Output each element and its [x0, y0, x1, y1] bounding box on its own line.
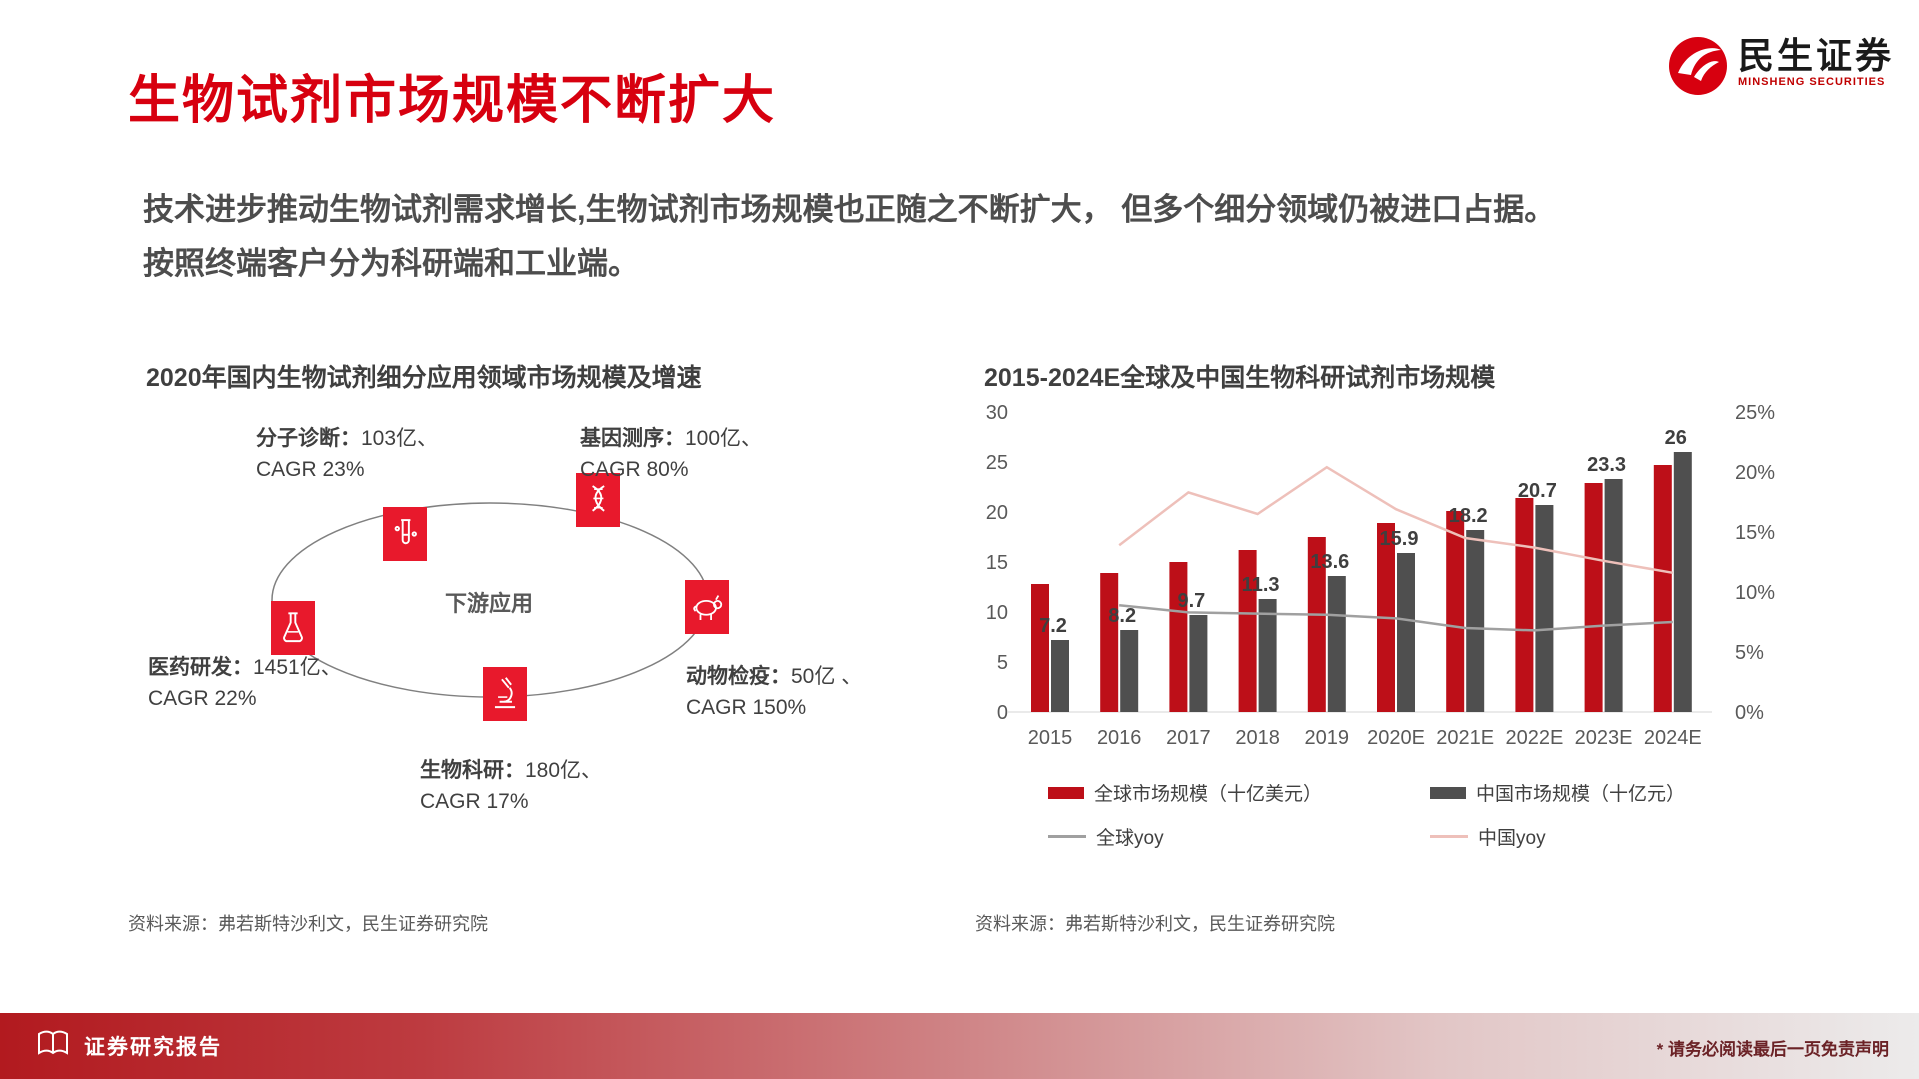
- bar-value-label: 11.3: [1242, 574, 1280, 596]
- right-axis-tick: 15%: [1735, 522, 1775, 544]
- legend-china-yoy: 中国yoy: [1430, 823, 1546, 850]
- report-book-icon: [36, 1030, 70, 1063]
- minsheng-logo-icon: [1668, 36, 1728, 101]
- ellipse-center-label: 下游应用: [444, 591, 533, 616]
- node-label-pharma-rd: 医药研发：1451亿、 CAGR 22%: [148, 656, 342, 710]
- bar-value-label: 20.7: [1518, 480, 1557, 502]
- bar-value-label: 18.2: [1449, 505, 1488, 527]
- page-title: 生物试剂市场规模不断扩大: [128, 72, 777, 130]
- left-axis-tick: 15: [986, 552, 1008, 574]
- node-label-gene-sequencing: 基因测序：100亿、 CAGR 80%: [580, 427, 763, 481]
- company-logo: 民生证券 MINSHENG SECURITIES: [1668, 36, 1894, 101]
- bar-value-label: 7.2: [1039, 615, 1067, 637]
- x-axis-label: 2022E: [1505, 727, 1563, 749]
- pharma-flask-icon: [271, 601, 315, 655]
- legend-global-market: 全球市场规模（十亿美元）: [1048, 779, 1322, 806]
- x-axis-label: 2024E: [1644, 727, 1702, 749]
- disclaimer-note: * 请务必阅读最后一页免责声明: [1656, 1040, 1889, 1059]
- legend-swatch-global-bar: [1048, 786, 1084, 799]
- left-axis-tick: 25: [986, 452, 1008, 474]
- bar: [1535, 505, 1554, 712]
- node-label-molecular-diagnosis: 分子诊断：103亿、 CAGR 23%: [256, 427, 439, 481]
- left-axis-tick: 20: [986, 502, 1008, 524]
- right-axis-tick: 20%: [1735, 462, 1775, 484]
- yoy-line: [1119, 603, 1673, 632]
- legend-china-market: 中国市场规模（十亿元）: [1430, 779, 1685, 806]
- logo-text-en: MINSHENG SECURITIES: [1738, 76, 1886, 88]
- node-label-animal-quarantine: 动物检疫：50亿 、 CAGR 150%: [686, 665, 863, 719]
- legend-swatch-china-line: [1430, 835, 1468, 838]
- x-axis-label: 2021E: [1436, 727, 1494, 749]
- bar-value-label: 9.7: [1177, 590, 1205, 612]
- footer-bar: 证券研究报告 * 请务必阅读最后一页免责声明: [0, 1013, 1919, 1079]
- bar: [1258, 599, 1277, 712]
- body-line-1: 技术进步推动生物试剂需求增长,生物试剂市场规模也正随之不断扩大， 但多个细分领域…: [143, 192, 1556, 227]
- bar: [1100, 573, 1119, 712]
- x-axis-label: 2023E: [1575, 727, 1633, 749]
- bar: [1238, 550, 1257, 712]
- right-chart-title: 2015-2024E全球及中国生物科研试剂市场规模: [984, 364, 1496, 392]
- legend-global-yoy: 全球yoy: [1048, 823, 1164, 850]
- left-source-note: 资料来源：弗若斯特沙利文，民生证券研究院: [128, 914, 488, 934]
- left-axis-tick: 5: [997, 652, 1008, 674]
- bar: [1584, 483, 1603, 712]
- bar: [1307, 537, 1326, 712]
- right-axis-tick: 25%: [1735, 402, 1775, 424]
- legend-swatch-global-line: [1048, 835, 1086, 838]
- left-axis-tick: 30: [986, 402, 1008, 424]
- bar: [1397, 553, 1415, 712]
- bar-value-label: 13.6: [1310, 551, 1349, 573]
- node-label-bio-research: 生物科研：180亿、 CAGR 17%: [420, 759, 603, 813]
- bar-value-label: 15.9: [1380, 528, 1419, 550]
- bar: [1466, 530, 1485, 712]
- bar: [1169, 562, 1188, 712]
- x-axis-label: 2016: [1097, 727, 1142, 749]
- report-type-label: 证券研究报告: [84, 1036, 222, 1059]
- left-axis-tick: 0: [997, 702, 1008, 724]
- bar: [1120, 630, 1139, 712]
- body-line-2: 按照终端客户分为科研端和工业端。: [143, 246, 639, 281]
- bar: [1031, 584, 1049, 712]
- x-axis-label: 2020E: [1367, 727, 1425, 749]
- bar: [1327, 576, 1346, 712]
- bar: [1673, 452, 1692, 712]
- x-axis-label: 2015: [1028, 727, 1073, 749]
- right-source-note: 资料来源：弗若斯特沙利文，民生证券研究院: [975, 914, 1335, 934]
- footer-left: 证券研究报告: [36, 1013, 222, 1079]
- microscope-icon: [483, 667, 527, 721]
- bar: [1515, 498, 1534, 712]
- left-chart-title: 2020年国内生物试剂细分应用领域市场规模及增速: [146, 364, 702, 392]
- bar-value-label: 26: [1665, 427, 1687, 449]
- x-axis-label: 2018: [1235, 727, 1280, 749]
- right-axis-tick: 0%: [1735, 702, 1764, 724]
- x-axis-label: 2019: [1305, 727, 1350, 749]
- legend-swatch-china-bar: [1430, 786, 1466, 799]
- right-axis-tick: 10%: [1735, 582, 1775, 604]
- bar: [1189, 615, 1208, 712]
- bar: [1604, 479, 1623, 712]
- gene-sequencing-icon: [576, 473, 620, 527]
- bar: [1051, 640, 1069, 712]
- x-axis-label: 2017: [1166, 727, 1211, 749]
- right-axis-tick: 5%: [1735, 642, 1764, 664]
- bar-value-label: 8.2: [1108, 605, 1136, 627]
- market-chart: 0 5 10 15 20 25 30 0% 5% 10% 15% 20% 25% 2015 2016 2017…: [986, 402, 1775, 749]
- animal-quarantine-icon: [685, 580, 729, 634]
- bar-value-label: 23.3: [1587, 454, 1626, 476]
- left-axis-tick: 10: [986, 602, 1008, 624]
- bar: [1446, 511, 1465, 712]
- logo-text-cn: 民生证券: [1738, 35, 1895, 76]
- bar: [1653, 465, 1672, 712]
- molecular-diagnosis-icon: [383, 507, 427, 561]
- yoy-line: [1118, 465, 1674, 575]
